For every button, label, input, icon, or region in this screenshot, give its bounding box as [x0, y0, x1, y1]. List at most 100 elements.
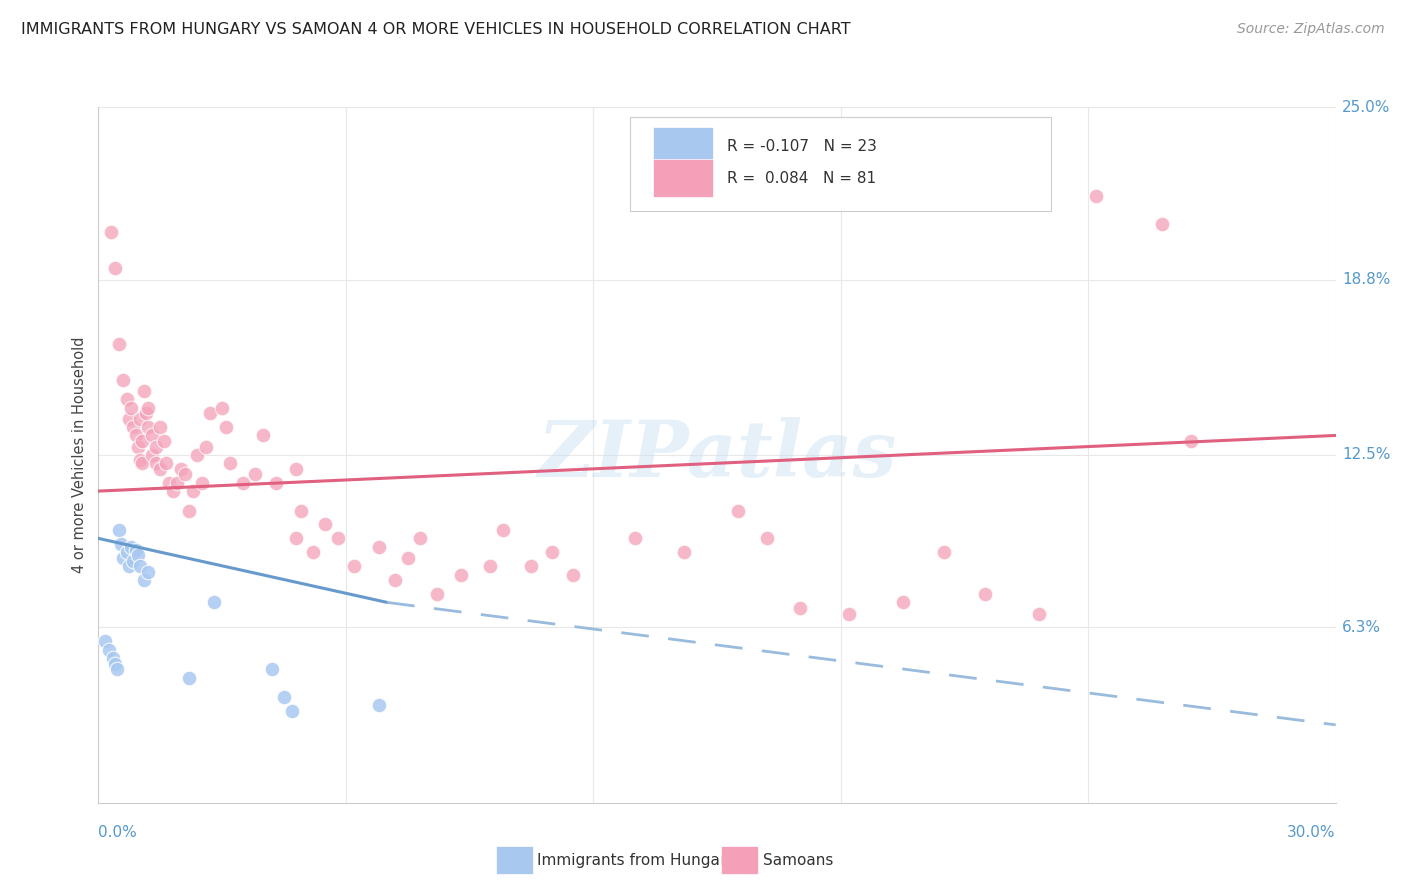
Text: 6.3%: 6.3%: [1341, 620, 1381, 635]
Point: [215, 420, 238, 434]
Text: Source: ZipAtlas.com: Source: ZipAtlas.com: [1237, 22, 1385, 37]
Point: [290, 503, 312, 517]
Point: [326, 532, 349, 546]
Point: [120, 401, 142, 415]
Point: [112, 373, 135, 387]
Point: [190, 475, 212, 490]
Point: [100, 225, 122, 239]
Point: [450, 567, 472, 582]
Point: [145, 440, 167, 454]
Point: [426, 587, 449, 601]
Point: [491, 523, 513, 537]
Point: [211, 401, 233, 415]
Text: 18.8%: 18.8%: [1341, 272, 1391, 287]
Point: [1180, 434, 1202, 448]
Text: R = -0.107   N = 23: R = -0.107 N = 23: [727, 138, 877, 153]
Point: [186, 448, 208, 462]
Point: [314, 517, 336, 532]
Point: [541, 545, 564, 559]
Point: [302, 545, 325, 559]
Y-axis label: 4 or more Vehicles in Household: 4 or more Vehicles in Household: [72, 336, 87, 574]
Point: [104, 657, 127, 671]
Point: [219, 456, 242, 470]
Point: [260, 662, 283, 676]
Text: Immigrants from Hungary: Immigrants from Hungary: [537, 854, 735, 868]
Point: [264, 475, 287, 490]
Point: [149, 420, 172, 434]
Point: [1152, 217, 1174, 231]
Point: [1028, 607, 1050, 621]
Point: [974, 587, 997, 601]
Point: [561, 567, 583, 582]
Point: [153, 434, 176, 448]
Point: [136, 401, 159, 415]
Point: [623, 532, 645, 546]
Point: [367, 698, 389, 713]
Point: [110, 537, 132, 551]
Point: [124, 542, 146, 557]
Point: [136, 420, 159, 434]
Point: [202, 595, 225, 609]
Point: [673, 545, 696, 559]
Text: 0.0%: 0.0%: [98, 825, 138, 840]
Point: [128, 559, 150, 574]
Point: [838, 607, 860, 621]
Point: [243, 467, 266, 482]
Point: [122, 554, 145, 568]
Point: [727, 503, 749, 517]
Point: [93, 634, 115, 648]
Point: [273, 690, 295, 704]
Text: IMMIGRANTS FROM HUNGARY VS SAMOAN 4 OR MORE VEHICLES IN HOUSEHOLD CORRELATION CH: IMMIGRANTS FROM HUNGARY VS SAMOAN 4 OR M…: [21, 22, 851, 37]
Point: [149, 462, 172, 476]
Point: [97, 642, 120, 657]
Point: [252, 428, 274, 442]
Point: [141, 448, 163, 462]
Point: [755, 532, 778, 546]
Point: [118, 411, 141, 425]
Point: [127, 548, 149, 562]
Text: 25.0%: 25.0%: [1341, 100, 1391, 114]
Text: Samoans: Samoans: [763, 854, 834, 868]
Point: [396, 550, 419, 565]
Point: [198, 406, 221, 420]
Point: [181, 484, 204, 499]
Point: [409, 532, 432, 546]
Point: [281, 704, 304, 718]
Point: [128, 411, 150, 425]
Text: ZIPatlas: ZIPatlas: [537, 417, 897, 493]
Point: [117, 392, 139, 407]
Point: [367, 540, 389, 554]
Point: [232, 475, 254, 490]
Point: [132, 573, 155, 587]
FancyBboxPatch shape: [652, 127, 713, 166]
Point: [135, 406, 157, 420]
Text: 30.0%: 30.0%: [1288, 825, 1336, 840]
Point: [93, 86, 115, 100]
Point: [789, 601, 811, 615]
Point: [174, 467, 197, 482]
Point: [132, 384, 155, 398]
Point: [108, 336, 131, 351]
Point: [285, 532, 308, 546]
Point: [170, 462, 193, 476]
Point: [194, 440, 217, 454]
Text: R =  0.084   N = 81: R = 0.084 N = 81: [727, 170, 876, 186]
FancyBboxPatch shape: [652, 159, 713, 197]
Point: [384, 573, 406, 587]
Point: [162, 484, 184, 499]
Point: [101, 651, 124, 665]
Point: [141, 428, 163, 442]
Point: [127, 440, 149, 454]
Point: [179, 671, 201, 685]
Point: [1085, 189, 1108, 203]
FancyBboxPatch shape: [630, 118, 1052, 211]
Point: [108, 523, 131, 537]
Point: [285, 462, 308, 476]
Point: [104, 261, 127, 276]
Point: [157, 475, 180, 490]
Point: [891, 595, 914, 609]
Point: [136, 565, 159, 579]
Point: [145, 456, 167, 470]
Point: [166, 475, 188, 490]
Point: [932, 545, 955, 559]
